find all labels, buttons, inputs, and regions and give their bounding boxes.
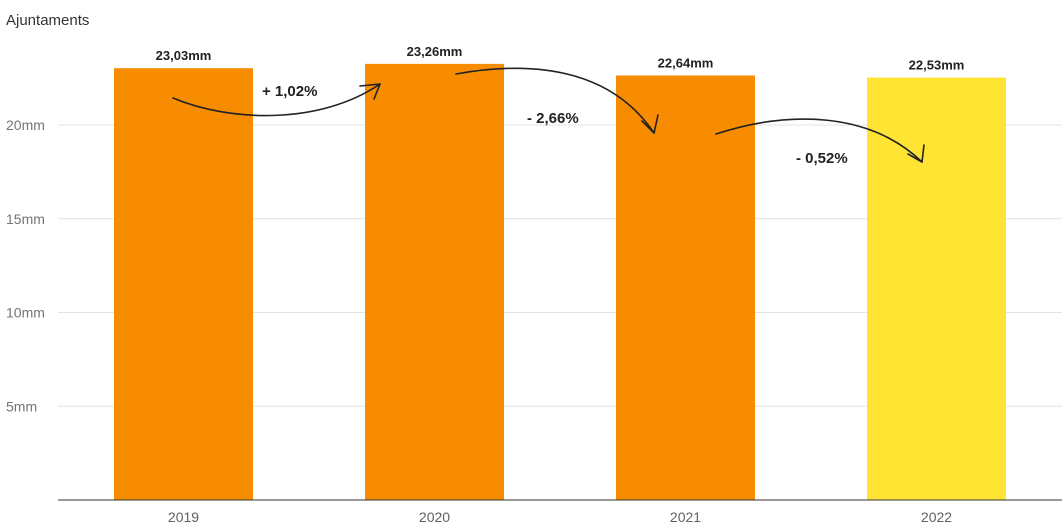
- bars: [114, 63, 1006, 500]
- change-arrow: [455, 67, 655, 134]
- y-tick-label: 10mm: [6, 305, 45, 321]
- x-tick-label-2022: 2022: [921, 509, 952, 524]
- change-label: - 2,66%: [527, 110, 579, 127]
- change-arrow: [172, 83, 381, 117]
- data-label-2022: 22,53mm: [909, 58, 965, 73]
- arrow-head: [907, 144, 925, 163]
- arrow-head: [359, 83, 381, 100]
- change-arrow: [715, 118, 923, 163]
- y-tick-label: 5mm: [6, 398, 37, 414]
- bar-2022: [867, 77, 1006, 500]
- data-labels: 23,03mm 23,26mm 22,64mm 22,53mm: [156, 44, 965, 73]
- bar-2020: [365, 63, 504, 500]
- data-label-2020: 23,26mm: [407, 44, 463, 59]
- arrow-head: [641, 114, 659, 134]
- bar-2019: [114, 68, 253, 500]
- change-annotations: + 1,02% - 2,66% - 0,52%: [172, 67, 925, 167]
- change-label: + 1,02%: [262, 83, 317, 100]
- y-axis: 5mm 10mm 15mm 20mm: [6, 117, 45, 414]
- bar-2021: [616, 75, 755, 500]
- data-label-2019: 23,03mm: [156, 48, 212, 63]
- data-label-2021: 22,64mm: [658, 56, 714, 71]
- x-tick-label-2020: 2020: [419, 509, 450, 524]
- change-label: - 0,52%: [796, 150, 848, 167]
- x-tick-label-2021: 2021: [670, 509, 701, 524]
- y-tick-label: 15mm: [6, 211, 45, 227]
- chart-title: Ajuntaments: [6, 12, 89, 29]
- x-axis: 2019 2020 2021 2022: [58, 499, 1062, 524]
- x-tick-label-2019: 2019: [168, 509, 199, 524]
- y-tick-label: 20mm: [6, 117, 45, 133]
